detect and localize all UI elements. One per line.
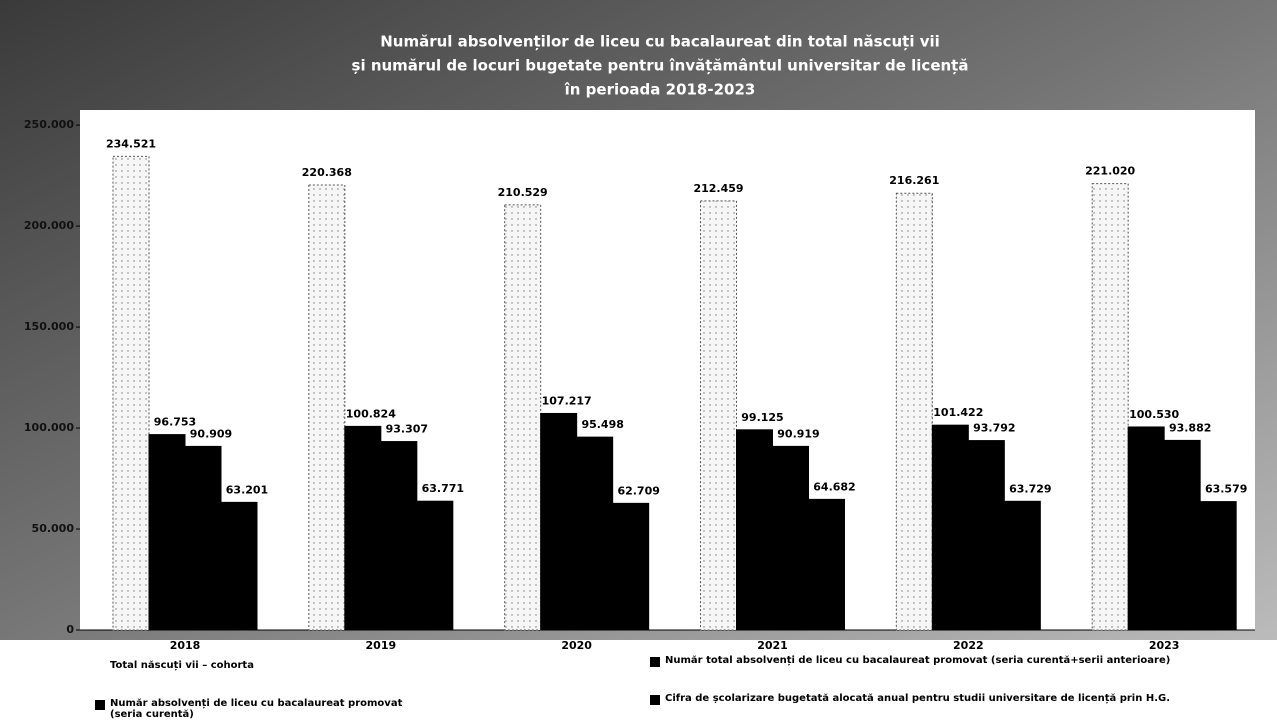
- plot-area: [80, 110, 1255, 630]
- value-label: 63.771: [422, 482, 464, 495]
- chart-title: și numărul de locuri bugetate pentru înv…: [352, 57, 969, 75]
- legend-label: Număr total absolvenți de liceu cu bacal…: [665, 655, 1171, 666]
- legend-swatch: [650, 695, 660, 705]
- value-label: 216.261: [889, 174, 939, 187]
- legend-area: [0, 640, 1277, 725]
- bar: [576, 436, 614, 631]
- value-label: 93.882: [1169, 421, 1211, 434]
- bar: [967, 440, 1005, 631]
- bar: [344, 425, 382, 631]
- y-tick-label: 150.000: [24, 320, 74, 333]
- x-tick-label: 2018: [170, 639, 201, 652]
- value-label: 63.729: [1009, 482, 1051, 495]
- bar: [895, 192, 933, 631]
- legend-label: Număr absolvenți de liceu cu bacalaureat…: [110, 698, 403, 720]
- bar: [184, 445, 222, 631]
- value-label: 101.422: [933, 406, 983, 419]
- bar: [1091, 183, 1129, 631]
- legend-item: Număr total absolvenți de liceu cu bacal…: [650, 655, 1250, 667]
- y-tick-label: 250.000: [24, 118, 74, 131]
- x-tick-label: 2023: [1149, 639, 1180, 652]
- bar: [1003, 500, 1041, 631]
- legend-item: Total născuți vii – cohorta: [95, 660, 425, 672]
- bar: [148, 434, 186, 631]
- value-label: 99.125: [741, 411, 783, 424]
- value-label: 93.792: [973, 422, 1015, 435]
- x-tick-label: 2020: [561, 639, 592, 652]
- y-tick-label: 50.000: [32, 522, 75, 535]
- value-label: 62.709: [617, 484, 659, 497]
- bar: [736, 429, 773, 631]
- legend-label: Total născuți vii – cohorta: [110, 660, 254, 671]
- bar: [380, 441, 418, 631]
- bar: [612, 502, 650, 631]
- y-tick-label: 0: [66, 623, 74, 636]
- value-label: 220.368: [302, 166, 352, 179]
- bar: [700, 200, 737, 631]
- x-tick-label: 2019: [366, 639, 397, 652]
- bar: [416, 500, 454, 631]
- bar: [308, 184, 346, 631]
- value-label: 234.521: [106, 137, 156, 150]
- bar: [540, 412, 578, 631]
- value-label: 64.682: [813, 480, 855, 493]
- value-label: 63.579: [1205, 483, 1247, 496]
- bar: [772, 445, 809, 631]
- x-tick-label: 2021: [757, 639, 788, 652]
- x-tick-label: 2022: [953, 639, 984, 652]
- value-label: 90.919: [777, 427, 819, 440]
- bar: [112, 155, 150, 631]
- value-label: 212.459: [693, 182, 743, 195]
- value-label: 96.753: [154, 416, 196, 429]
- bar: [504, 204, 542, 631]
- value-label: 93.307: [386, 423, 428, 436]
- legend-item: Cifra de școlarizare bugetată alocată an…: [650, 693, 1250, 705]
- legend-swatch: [95, 700, 105, 710]
- value-label: 90.909: [190, 427, 232, 440]
- bar: [1199, 501, 1237, 631]
- value-label: 63.201: [226, 483, 268, 496]
- bar: [931, 424, 969, 631]
- legend-label: Cifra de școlarizare bugetată alocată an…: [665, 693, 1171, 704]
- bar: [808, 498, 845, 631]
- bar: [220, 501, 258, 631]
- legend-swatch: [650, 657, 660, 667]
- chart-title: în perioada 2018-2023: [564, 81, 756, 99]
- value-label: 100.824: [346, 407, 396, 420]
- y-tick-label: 100.000: [24, 421, 74, 434]
- value-label: 95.498: [581, 418, 623, 431]
- chart-title: Numărul absolvenților de liceu cu bacala…: [380, 33, 940, 51]
- bar: [1127, 426, 1165, 631]
- legend-item: Număr absolvenți de liceu cu bacalaureat…: [95, 698, 425, 720]
- y-tick-label: 200.000: [24, 219, 74, 232]
- legend-swatch: [95, 662, 105, 672]
- bar: [1163, 439, 1201, 631]
- value-label: 221.020: [1085, 165, 1135, 178]
- value-label: 210.529: [498, 186, 548, 199]
- value-label: 100.530: [1129, 408, 1179, 421]
- value-label: 107.217: [542, 394, 592, 407]
